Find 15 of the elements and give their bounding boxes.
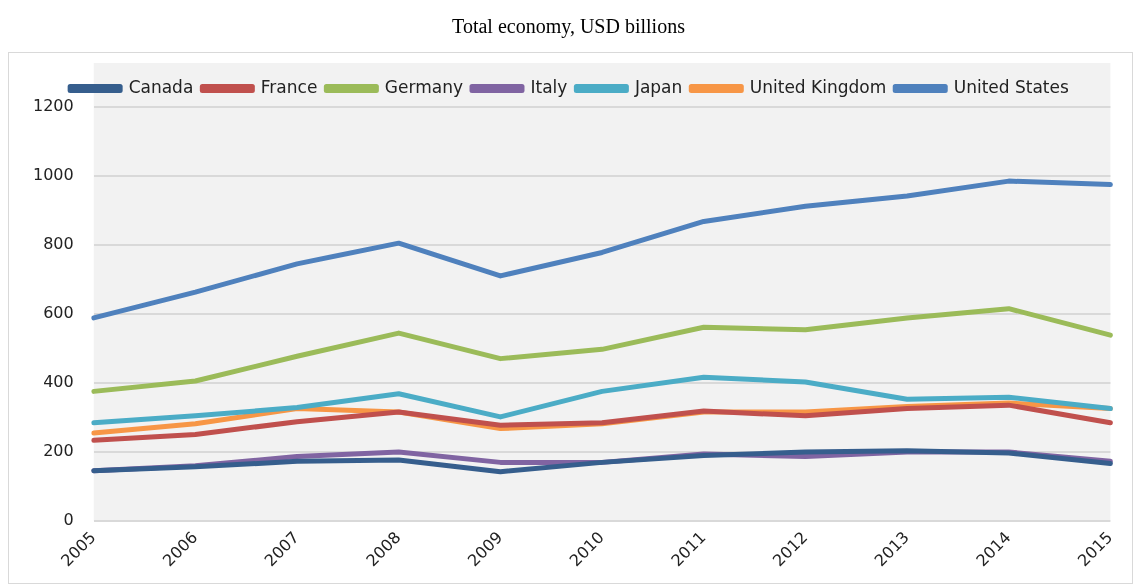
y-tick-label: 200 (43, 440, 74, 460)
y-tick-label: 1000 (33, 165, 74, 185)
legend-label: Canada (128, 76, 194, 97)
legend-label: Germany (384, 76, 463, 97)
legend-label: United Kingdom (749, 76, 887, 97)
chart-title: Total economy, USD billions (451, 14, 686, 40)
y-tick-label: 0 (63, 509, 74, 529)
y-tick-label: 1200 (33, 96, 74, 116)
y-tick-label: 400 (43, 371, 74, 391)
y-tick-label: 800 (43, 234, 74, 254)
legend-label: United States (953, 76, 1069, 97)
legend-label: Japan (633, 76, 683, 97)
legend-label: France (260, 76, 318, 97)
y-tick-label: 600 (43, 302, 74, 322)
legend-label: Italy (530, 76, 568, 97)
